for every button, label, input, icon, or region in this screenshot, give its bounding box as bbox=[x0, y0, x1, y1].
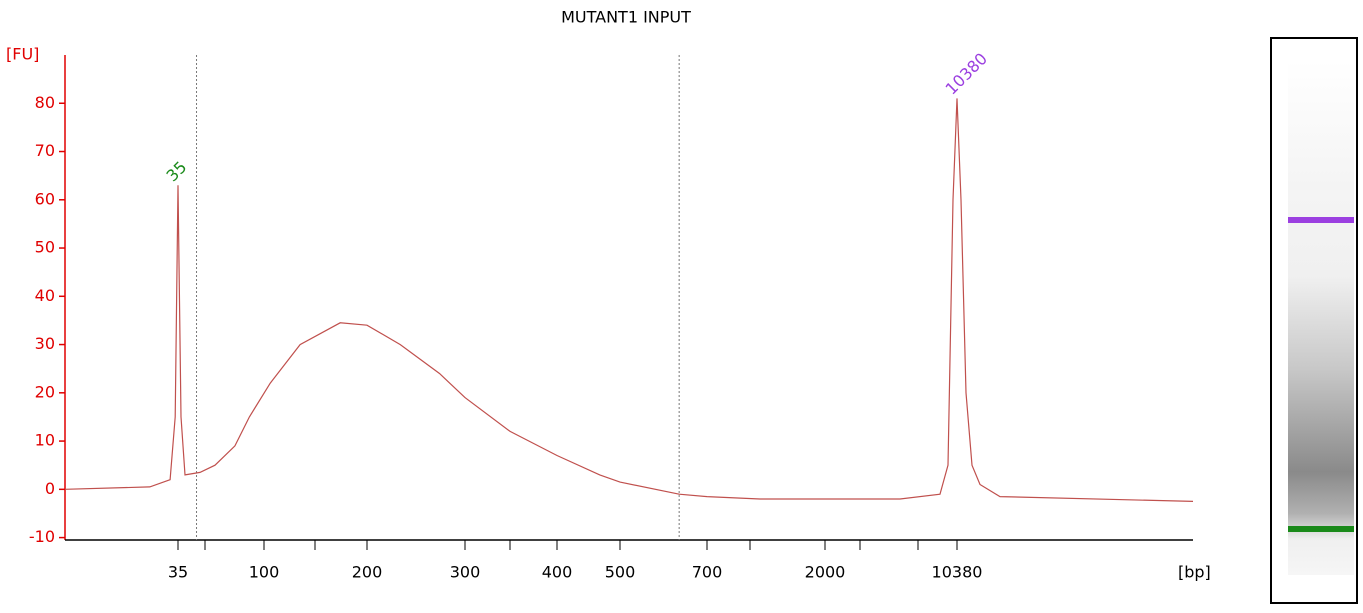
y-tick-label: 10 bbox=[35, 431, 55, 450]
y-tick-label: 60 bbox=[35, 189, 55, 208]
x-tick-label: 10380 bbox=[932, 563, 983, 582]
y-tick-label: 0 bbox=[45, 479, 55, 498]
y-tick-label: -10 bbox=[29, 527, 55, 546]
x-tick-label: 300 bbox=[450, 563, 481, 582]
y-axis-label: [FU] bbox=[6, 45, 39, 64]
x-tick-label: 400 bbox=[542, 563, 573, 582]
y-tick-label: 70 bbox=[35, 141, 55, 160]
trace bbox=[64, 98, 1194, 502]
peak-label: 10380 bbox=[942, 49, 991, 98]
x-tick-label: 2000 bbox=[805, 563, 846, 582]
x-tick-label: 500 bbox=[605, 563, 636, 582]
y-tick-label: 80 bbox=[35, 93, 55, 112]
gel-band-lower bbox=[1288, 526, 1354, 532]
x-tick-label: 100 bbox=[249, 563, 280, 582]
x-tick-label: 35 bbox=[168, 563, 188, 582]
x-axis-label: [bp] bbox=[1178, 563, 1211, 582]
chart-title: MUTANT1 INPUT bbox=[561, 8, 691, 27]
gel-lane bbox=[1270, 37, 1358, 604]
peak-label: 35 bbox=[163, 157, 191, 185]
y-tick-label: 30 bbox=[35, 334, 55, 353]
gel-band-upper bbox=[1288, 217, 1354, 223]
y-tick-label: 50 bbox=[35, 238, 55, 257]
x-tick-label: 200 bbox=[352, 563, 383, 582]
y-tick-label: 20 bbox=[35, 382, 55, 401]
gel-smear bbox=[1288, 60, 1354, 575]
x-tick-label: 700 bbox=[692, 563, 723, 582]
y-tick-label: 40 bbox=[35, 286, 55, 305]
